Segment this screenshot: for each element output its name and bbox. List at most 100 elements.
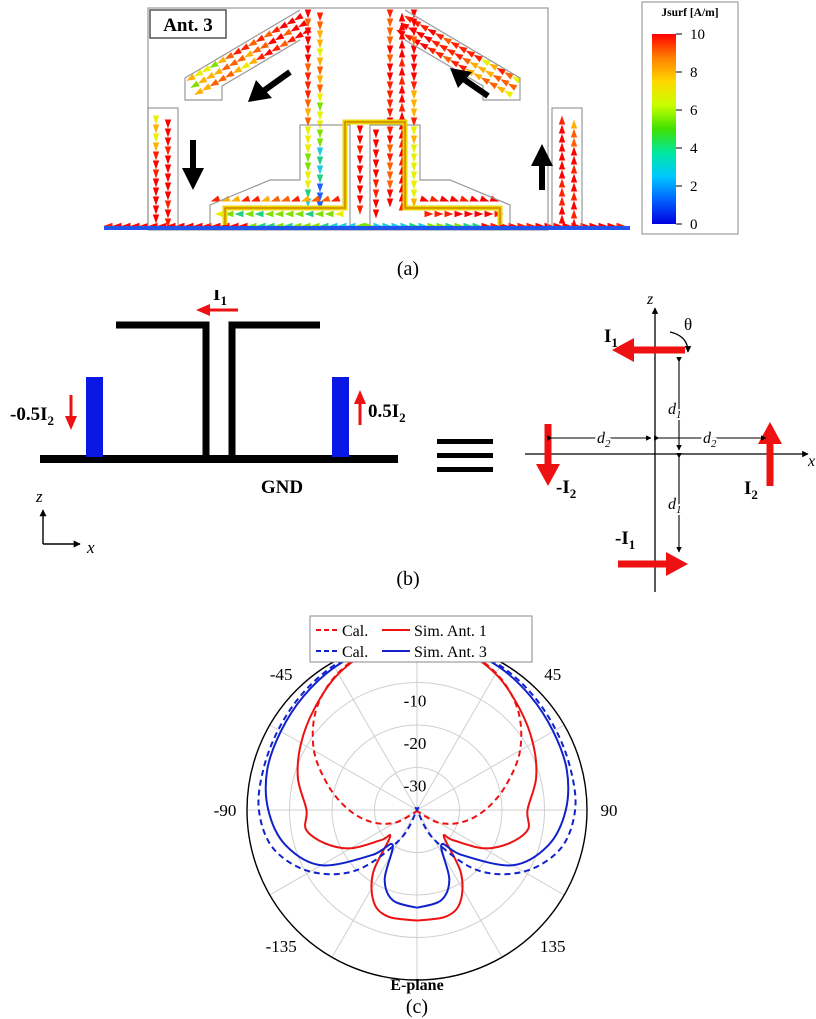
current-arrow — [386, 171, 394, 181]
angle-tick-label: -90 — [214, 801, 237, 820]
current-arrow — [479, 195, 490, 202]
current-arrow — [504, 72, 514, 80]
current-arrow — [251, 46, 262, 54]
angular-gridline — [416, 724, 565, 811]
current-arrow — [221, 63, 231, 71]
current-arrow — [152, 187, 160, 197]
current-arrow — [372, 159, 380, 169]
current-arrow — [372, 129, 380, 139]
current-arrow — [316, 165, 324, 175]
current-arrow — [398, 102, 406, 112]
current-arrow — [570, 155, 578, 165]
current-arrow — [304, 90, 312, 100]
current-arrow — [164, 191, 172, 201]
current-arrow — [558, 124, 566, 134]
current-arrow — [230, 195, 241, 202]
legend: Cal. Sim. Ant. 1 Cal. Sim. Ant. 3 — [309, 615, 533, 663]
current-arrow — [271, 44, 281, 52]
current-arrow — [430, 40, 441, 48]
current-arrow — [570, 119, 578, 129]
antenna-bounding-box — [147, 7, 549, 231]
equivalent-model: z x θ I1 -I1 -I2 — [525, 291, 815, 592]
axis-z-label: z — [35, 487, 43, 506]
d1-upper-label: d1 — [668, 401, 682, 421]
current-arrow — [558, 205, 566, 215]
right-parasitic-strip — [551, 107, 583, 229]
current-arrow — [410, 90, 418, 100]
current-arrow — [304, 9, 312, 19]
current-direction-arrows — [182, 68, 553, 190]
current-arrow — [457, 64, 468, 72]
current-arrow — [214, 210, 224, 218]
current-arrow — [410, 108, 418, 118]
current-arrow — [304, 108, 312, 118]
current-arrow — [446, 48, 456, 57]
current-arrow — [449, 195, 460, 202]
current-arrow — [386, 126, 394, 136]
current-arrow — [410, 135, 418, 145]
current-arrow — [419, 42, 429, 51]
current-arrow — [294, 31, 304, 39]
panel-c: -45 45 -90 90 -135 135 -10 -20 -30 Cal. Sim. Ant… — [0, 600, 816, 1019]
eq-i1-arrow — [612, 338, 685, 362]
current-arrow — [469, 195, 480, 202]
current-arrow — [410, 189, 418, 199]
current-arrow — [228, 59, 239, 67]
current-arrow — [492, 74, 502, 83]
current-arrow — [386, 36, 394, 46]
current-arrow — [244, 50, 254, 58]
current-arrow — [570, 137, 578, 147]
current-arrow — [442, 55, 452, 64]
current-arrow — [260, 195, 271, 202]
axis-x-label: x — [86, 538, 95, 557]
current-arrow — [316, 12, 324, 22]
current-arrow — [496, 67, 506, 76]
angular-gridline — [331, 809, 418, 958]
current-arrow — [570, 191, 578, 201]
current-arrow — [324, 210, 334, 218]
current-arrow — [316, 21, 324, 31]
current-arrow — [386, 180, 394, 190]
current-arrow — [570, 182, 578, 192]
current-arrow — [558, 142, 566, 152]
current-arrow — [429, 195, 440, 202]
equiv-x-label: x — [807, 453, 815, 470]
current-arrow — [419, 195, 430, 202]
current-arrow — [152, 214, 160, 224]
current-arrow — [410, 72, 418, 82]
current-arrow — [356, 165, 364, 175]
current-arrow — [398, 66, 406, 76]
current-arrow — [205, 72, 216, 80]
colorbar-tick-label: 4 — [690, 141, 698, 157]
current-arrow — [152, 124, 160, 134]
current-arrow — [558, 115, 566, 125]
current-arrow — [410, 162, 418, 172]
current-arrow — [316, 39, 324, 49]
current-arrow — [398, 111, 406, 121]
current-arrow — [450, 60, 460, 68]
current-arrow — [424, 210, 434, 218]
panel-b: I1 -0.5I2 0.5I2 GND z x — [0, 290, 816, 600]
physical-model: I1 -0.5I2 0.5I2 GND z x — [10, 290, 406, 557]
current-arrow — [164, 182, 172, 192]
current-arrow — [304, 63, 312, 73]
current-arrow — [316, 156, 324, 166]
current-arrow — [372, 139, 380, 149]
current-arrow — [263, 30, 273, 38]
current-arrow — [263, 48, 273, 56]
arrow-up-icon — [531, 144, 553, 190]
current-arrow — [465, 50, 476, 58]
eq-i1-label: I1 — [604, 326, 618, 350]
current-arrow — [152, 169, 160, 179]
current-arrow — [410, 180, 418, 190]
right-monopole — [332, 377, 349, 457]
current-arrow — [304, 54, 312, 64]
current-arrow — [280, 195, 291, 202]
current-arrow — [488, 81, 498, 90]
current-arrow — [386, 45, 394, 55]
current-arrow — [450, 41, 460, 50]
current-arrow — [570, 209, 578, 219]
eq-i2-label: I2 — [744, 478, 758, 502]
current-arrow — [434, 210, 444, 218]
left-source-arrow — [65, 395, 77, 430]
